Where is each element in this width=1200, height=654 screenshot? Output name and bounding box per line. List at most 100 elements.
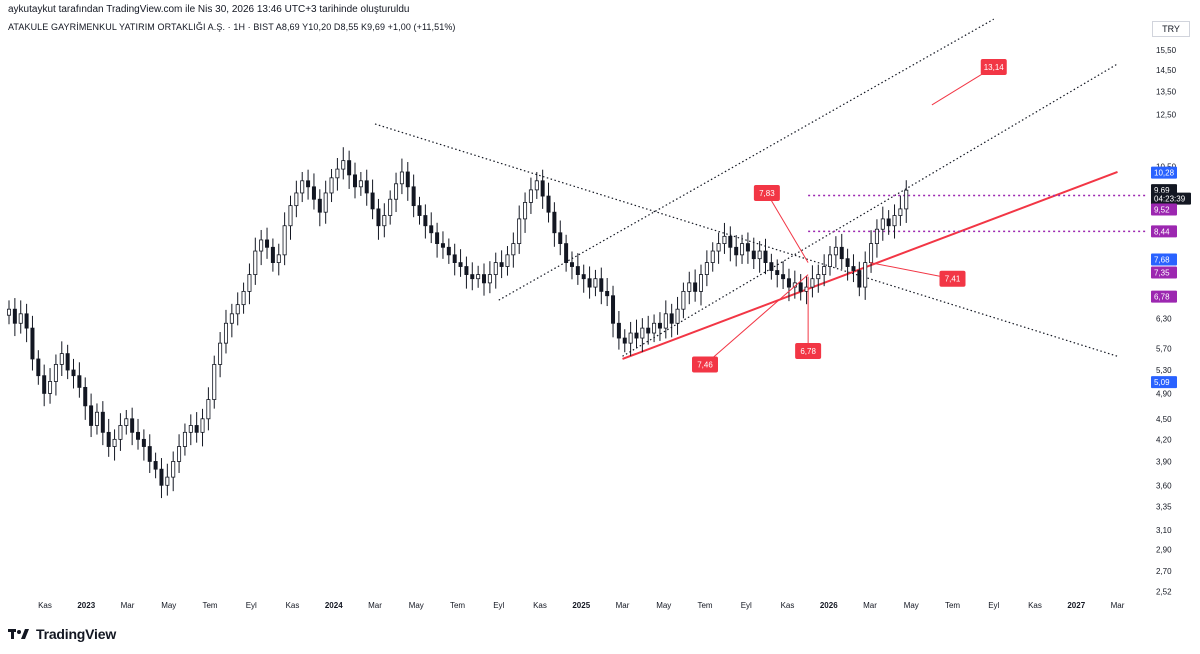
candle bbox=[182, 423, 187, 456]
candle bbox=[165, 463, 170, 496]
candle bbox=[65, 344, 70, 380]
price-annotation[interactable]: 7,46 bbox=[692, 274, 809, 373]
price-tag: 10,28 bbox=[1151, 166, 1177, 179]
price-axis-label: 14,50 bbox=[1156, 66, 1177, 75]
candle bbox=[89, 393, 94, 438]
price-axis[interactable]: 15,5014,5013,5012,5010,506,305,705,304,9… bbox=[1151, 46, 1191, 597]
price-axis-label: 13,50 bbox=[1156, 87, 1177, 96]
candle bbox=[130, 407, 135, 446]
candle bbox=[874, 219, 879, 258]
candle bbox=[587, 266, 592, 299]
price-tag-label: 8,44 bbox=[1154, 227, 1170, 236]
candle bbox=[482, 263, 487, 296]
candle bbox=[745, 232, 750, 264]
candle bbox=[423, 204, 428, 239]
candle bbox=[388, 190, 393, 225]
candle bbox=[845, 248, 850, 281]
middle-channel-line[interactable] bbox=[622, 63, 1118, 357]
time-axis[interactable]: Kas 2023 Mar May Tem Eyl Kas 2024 Mar May Tem Eyl Ka… bbox=[38, 601, 1125, 610]
candle bbox=[382, 203, 387, 238]
price-annotation[interactable]: 13,14 bbox=[931, 58, 1007, 106]
uptrend-support-line[interactable] bbox=[622, 171, 1118, 360]
candle bbox=[839, 233, 844, 270]
price-annotation[interactable]: 7,83 bbox=[753, 184, 809, 263]
candle bbox=[376, 198, 381, 240]
tradingview-logo[interactable]: TradingView bbox=[8, 624, 116, 644]
price-axis-label: 3,60 bbox=[1156, 481, 1172, 490]
candle bbox=[786, 268, 791, 302]
candle bbox=[394, 172, 399, 213]
time-axis-label: Tem bbox=[202, 601, 217, 610]
annotation-label: 7,83 bbox=[759, 189, 775, 198]
candle bbox=[640, 318, 645, 353]
time-axis-label: Eyl bbox=[246, 601, 257, 610]
candle bbox=[734, 235, 739, 267]
time-axis-label: Eyl bbox=[988, 601, 999, 610]
time-axis-label: 2023 bbox=[77, 601, 95, 610]
candle bbox=[822, 254, 827, 287]
candle bbox=[558, 220, 563, 256]
candle bbox=[235, 292, 240, 326]
price-axis-label: 2,70 bbox=[1156, 567, 1172, 576]
candle bbox=[663, 300, 668, 339]
price-axis-label: 5,30 bbox=[1156, 366, 1172, 375]
candle bbox=[159, 458, 164, 499]
price-annotation[interactable]: 7,41 bbox=[869, 262, 966, 287]
price-annotation[interactable]: 6,78 bbox=[795, 276, 822, 359]
price-tag-label: 04:23:39 bbox=[1154, 195, 1186, 204]
price-tag-label: 9,52 bbox=[1154, 206, 1170, 215]
candle bbox=[575, 253, 580, 285]
symbol-info-line[interactable]: ATAKULE GAYRİMENKUL YATIRIM ORTAKLIĞI A.… bbox=[8, 22, 456, 32]
candle bbox=[851, 254, 856, 283]
candle bbox=[223, 309, 228, 354]
candle bbox=[200, 408, 205, 447]
time-axis-label: Mar bbox=[121, 601, 135, 610]
time-axis-label: Eyl bbox=[493, 601, 504, 610]
price-tag-label: 5,09 bbox=[1154, 378, 1170, 387]
candle bbox=[781, 261, 786, 290]
annotations-layer: 13,14 7,83 7,46 6,78 7,41 bbox=[692, 58, 1007, 373]
time-axis-label: 2025 bbox=[572, 601, 590, 610]
currency-selector[interactable]: TRY bbox=[1152, 21, 1190, 37]
price-tag-label: 7,68 bbox=[1154, 255, 1170, 264]
candle bbox=[646, 315, 651, 345]
candle bbox=[171, 451, 176, 492]
candle bbox=[206, 387, 211, 431]
time-axis-label: Kas bbox=[1028, 601, 1042, 610]
candle bbox=[740, 234, 745, 264]
candle bbox=[153, 452, 158, 479]
candle bbox=[452, 243, 457, 276]
candle bbox=[124, 409, 129, 435]
time-axis-label: Kas bbox=[38, 601, 52, 610]
upper-channel-line[interactable] bbox=[498, 18, 995, 301]
candle bbox=[253, 237, 258, 285]
candle bbox=[605, 277, 610, 307]
candle bbox=[611, 285, 616, 338]
downtrend-line[interactable] bbox=[374, 123, 1118, 357]
candle bbox=[722, 222, 727, 254]
candle bbox=[476, 265, 481, 288]
candle bbox=[505, 246, 510, 276]
candle bbox=[370, 179, 375, 220]
time-axis-label: Kas bbox=[533, 601, 547, 610]
candle bbox=[7, 300, 12, 325]
candle bbox=[188, 414, 193, 446]
time-axis-label: May bbox=[656, 601, 671, 610]
candle bbox=[693, 269, 698, 302]
candle bbox=[528, 177, 533, 214]
candle bbox=[358, 171, 363, 196]
candle bbox=[30, 315, 35, 371]
time-axis-label: Mar bbox=[1111, 601, 1125, 610]
candle bbox=[892, 204, 897, 239]
candle bbox=[517, 205, 522, 254]
candle bbox=[816, 264, 821, 293]
candle bbox=[622, 329, 627, 353]
time-axis-label: Eyl bbox=[741, 601, 752, 610]
candle bbox=[569, 251, 574, 280]
candle bbox=[511, 232, 516, 268]
price-chart[interactable]: 13,14 7,83 7,46 6,78 7,41 15,50 14,50 13,50 12,… bbox=[0, 0, 1200, 620]
candle bbox=[288, 195, 293, 240]
candle bbox=[77, 362, 82, 398]
annotation-label: 7,46 bbox=[697, 360, 713, 369]
time-axis-label: 2027 bbox=[1067, 601, 1085, 610]
